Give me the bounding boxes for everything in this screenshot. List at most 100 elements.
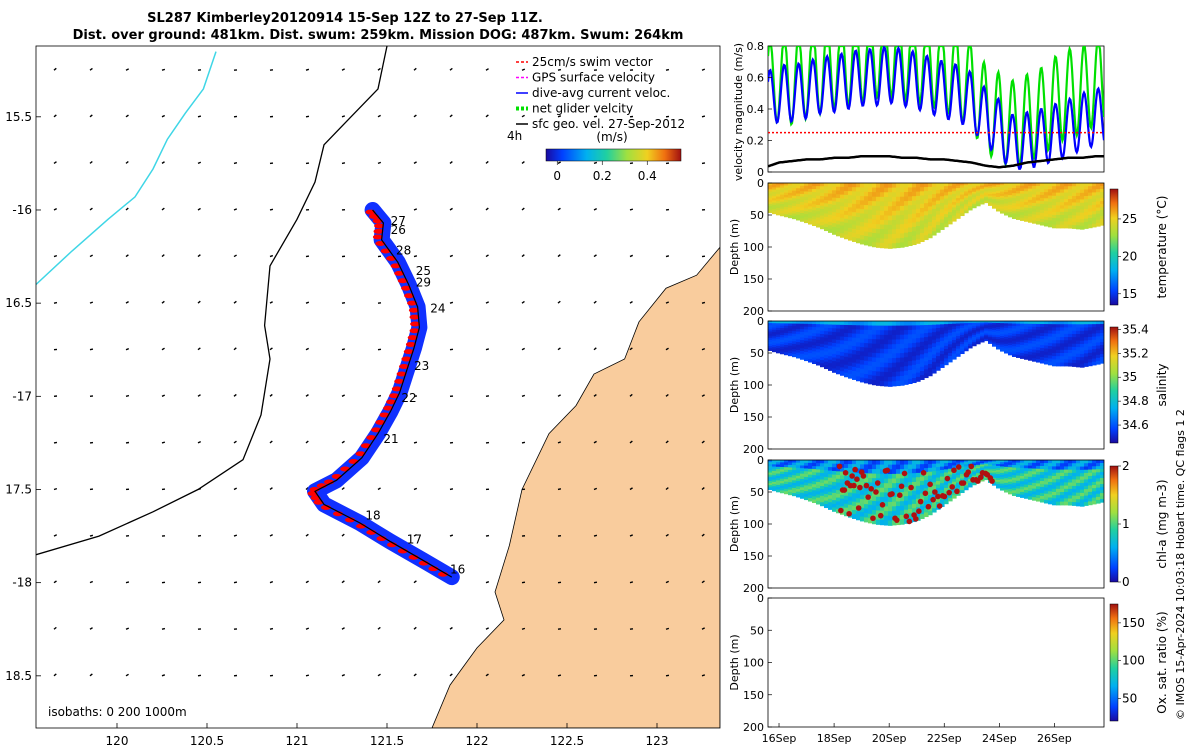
section-cell [904,187,909,193]
section-cell [1092,346,1097,350]
section-cell [880,192,885,198]
section-cell [1076,482,1081,487]
section-cell [1044,222,1049,227]
section-cell [784,479,789,483]
section-cell [1056,492,1061,496]
section-cell [1012,467,1017,471]
section-cell [952,218,957,222]
section-cell [804,343,809,347]
section-cell [792,328,797,332]
section-cell [852,199,857,205]
section-cell [820,196,825,200]
section-cell [972,195,977,198]
section-cell [1036,359,1041,363]
section-cell [1048,330,1053,335]
section-cell [780,342,785,345]
section-cell [828,495,833,500]
section-cell [856,329,861,335]
section-cell [960,321,965,324]
section-cell [812,186,817,190]
section-cell [1052,469,1057,474]
section-cell [880,229,885,235]
section-cell [776,187,781,191]
section-cell [924,235,929,241]
section-cell [876,238,881,244]
section-cell [1040,460,1045,464]
section-cell [888,330,893,336]
section-cell [968,475,973,478]
depth-tick-label: 50 [750,347,764,360]
section-cell [1032,191,1037,196]
section-cell [1052,488,1057,493]
section-cell [776,339,781,343]
section-cell [972,460,977,463]
section-cell [1096,493,1101,498]
section-cell [1036,218,1041,222]
section-cell [848,207,853,213]
section-cell [768,485,773,488]
section-cell [1072,192,1077,197]
section-cell [1088,475,1093,480]
section-cell [940,321,945,325]
velocity-arrow [305,394,309,397]
section-cell [1096,198,1101,203]
section-cell [800,473,805,477]
velocity-arrow [341,440,345,444]
section-cell [876,219,881,225]
section-cell [928,210,933,215]
section-cell [884,344,889,350]
section-cell [948,209,953,213]
section-cell [1096,207,1101,212]
section-cell [856,367,861,373]
section-cell [844,463,849,469]
section-cell [904,321,909,327]
section-cell [896,344,901,350]
section-cell [1052,202,1057,206]
section-cell [928,491,933,496]
section-cell [904,219,909,225]
section-cell [1008,476,1013,480]
section-cell [972,474,977,477]
section-cell [1048,321,1053,325]
section-cell [1088,183,1093,187]
section-cell [996,340,1001,344]
section-cell [1024,199,1029,203]
section-cell [824,324,829,329]
section-cell [1080,344,1085,348]
section-cell [1080,202,1085,207]
section-cell [940,334,945,339]
velocity-arrow [665,68,670,71]
section-cell [1052,195,1057,200]
section-cell [776,484,781,488]
velocity-arrow [485,207,489,211]
velocity-arrow [377,161,382,165]
section-cell [828,186,833,191]
section-cell [1088,195,1093,200]
section-cell [908,464,913,470]
section-cell [924,468,929,473]
section-cell [980,321,985,324]
section-cell [824,354,829,359]
section-cell [968,188,973,192]
section-cell [1020,491,1025,496]
section-cell [1032,200,1037,204]
section-cell [884,348,889,355]
section-cell [1080,189,1085,194]
section-cell [1060,321,1065,325]
section-cell [916,208,921,214]
section-cell [840,194,845,200]
section-cell [984,468,989,471]
section-cell [784,481,789,485]
section-cell [1020,323,1025,327]
section-cell [908,361,913,367]
section-cell [880,321,885,327]
section-cell [776,473,781,477]
velocity-arrow [305,533,309,537]
colorbar-tick-label: 35.4 [1122,322,1149,336]
section-cell [768,348,773,351]
section-cell [772,342,777,346]
section-cell [788,477,793,481]
section-cell [848,325,853,330]
section-cell [1100,192,1104,196]
section-cell [848,211,853,217]
